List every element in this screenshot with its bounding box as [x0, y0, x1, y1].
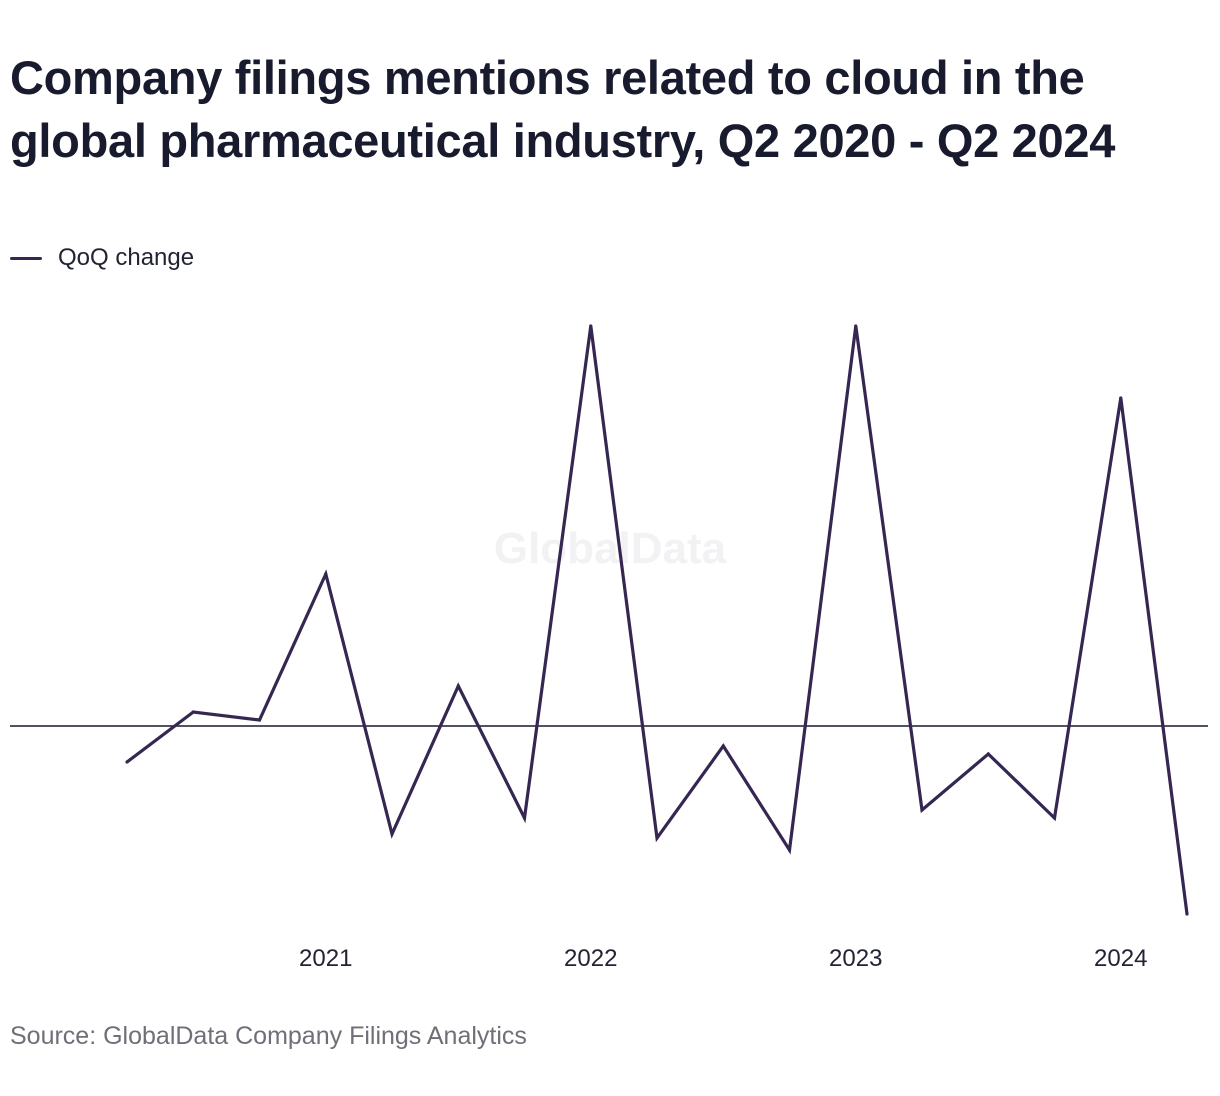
data-point: [1052, 816, 1057, 820]
data-point: [125, 760, 129, 764]
data-point: [787, 848, 792, 852]
data-point: [522, 816, 527, 820]
x-tick-label: 2024: [1094, 945, 1147, 972]
data-point: [1185, 912, 1189, 916]
line-chart: GlobalData 2021 2022 2023 2024: [10, 324, 1208, 972]
data-point: [456, 684, 460, 688]
data-point: [655, 836, 659, 840]
legend-line-swatch: [10, 256, 42, 260]
data-point: [920, 808, 924, 812]
watermark: GlobalData: [494, 524, 727, 573]
x-tick-label: 2021: [299, 945, 352, 972]
data-point: [191, 710, 195, 714]
data-point: [324, 572, 328, 576]
x-tick-label: 2023: [829, 945, 882, 972]
data-point: [986, 752, 990, 756]
data-point: [1119, 396, 1123, 400]
series-line-qoq-change: [126, 325, 1189, 915]
legend: QoQ change: [10, 242, 194, 274]
data-point: [854, 324, 858, 328]
data-point: [589, 324, 593, 328]
series-layer: [125, 324, 1189, 916]
x-tick-label: 2022: [564, 945, 617, 972]
x-axis-ticks: 2021 2022 2023 2024: [299, 945, 1147, 972]
data-point: [721, 744, 725, 748]
data-point: [257, 718, 262, 722]
data-point: [390, 832, 394, 836]
legend-label: QoQ change: [58, 244, 195, 271]
chart-title: Company filings mentions related to clou…: [10, 51, 1116, 167]
source-note: Source: GlobalData Company Filings Analy…: [10, 1022, 527, 1050]
